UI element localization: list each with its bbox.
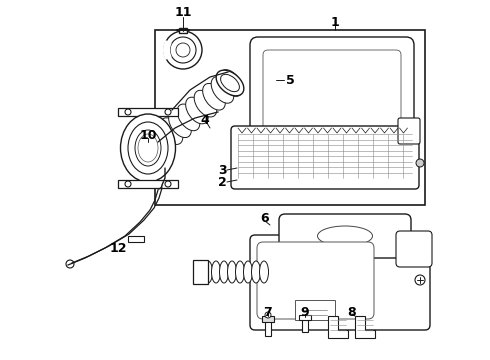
FancyBboxPatch shape	[398, 118, 420, 144]
PathPatch shape	[355, 316, 375, 338]
Bar	[128, 236, 144, 242]
Ellipse shape	[152, 125, 174, 151]
Text: 9: 9	[301, 306, 309, 319]
Circle shape	[165, 181, 171, 187]
Ellipse shape	[220, 261, 228, 283]
Text: 6: 6	[261, 212, 270, 225]
Circle shape	[164, 31, 202, 69]
Ellipse shape	[177, 104, 200, 131]
Text: 10: 10	[139, 129, 157, 141]
Ellipse shape	[135, 130, 161, 166]
Ellipse shape	[128, 122, 168, 174]
Ellipse shape	[196, 261, 204, 283]
Text: 3: 3	[218, 163, 226, 176]
Ellipse shape	[211, 77, 234, 103]
Ellipse shape	[251, 261, 261, 283]
Circle shape	[66, 260, 74, 268]
Bar	[302, 318, 308, 332]
Ellipse shape	[194, 90, 217, 117]
Bar	[193, 260, 208, 284]
FancyBboxPatch shape	[279, 214, 411, 258]
FancyBboxPatch shape	[250, 235, 430, 330]
Circle shape	[416, 159, 424, 167]
FancyBboxPatch shape	[263, 50, 401, 130]
Ellipse shape	[186, 97, 208, 124]
FancyBboxPatch shape	[396, 231, 432, 267]
Ellipse shape	[121, 114, 175, 182]
Ellipse shape	[203, 261, 213, 283]
Ellipse shape	[154, 129, 171, 147]
Ellipse shape	[138, 134, 158, 162]
Circle shape	[170, 37, 196, 63]
FancyBboxPatch shape	[231, 126, 419, 189]
Wedge shape	[163, 40, 172, 60]
Text: 8: 8	[348, 306, 356, 319]
Circle shape	[165, 109, 171, 115]
FancyBboxPatch shape	[250, 37, 414, 143]
Circle shape	[267, 89, 273, 95]
Ellipse shape	[220, 70, 243, 96]
Ellipse shape	[260, 261, 269, 283]
Ellipse shape	[160, 118, 183, 144]
Circle shape	[176, 43, 190, 57]
Text: 11: 11	[174, 5, 192, 18]
Ellipse shape	[203, 84, 225, 110]
Ellipse shape	[220, 75, 240, 92]
Bar	[295, 300, 335, 320]
Circle shape	[125, 109, 131, 115]
Ellipse shape	[244, 261, 252, 283]
Bar	[265, 320, 271, 336]
Text: 12: 12	[109, 242, 127, 255]
Bar	[262, 316, 274, 322]
Ellipse shape	[236, 261, 245, 283]
Circle shape	[415, 275, 425, 285]
Ellipse shape	[151, 125, 175, 151]
Bar	[155, 30, 425, 205]
Text: 5: 5	[286, 73, 294, 86]
Ellipse shape	[212, 261, 220, 283]
Circle shape	[125, 181, 131, 187]
FancyBboxPatch shape	[257, 242, 374, 319]
Ellipse shape	[169, 111, 191, 138]
Text: 1: 1	[331, 15, 340, 28]
Ellipse shape	[318, 226, 372, 246]
Text: 2: 2	[218, 176, 226, 189]
Bar	[299, 315, 311, 320]
Circle shape	[266, 76, 274, 84]
Ellipse shape	[216, 70, 244, 96]
Text: 4: 4	[200, 113, 209, 126]
Bar	[179, 28, 187, 33]
Bar	[118, 180, 178, 188]
Bar	[118, 108, 178, 116]
Ellipse shape	[227, 261, 237, 283]
Circle shape	[265, 312, 271, 318]
PathPatch shape	[328, 316, 348, 338]
Text: 7: 7	[264, 306, 272, 319]
